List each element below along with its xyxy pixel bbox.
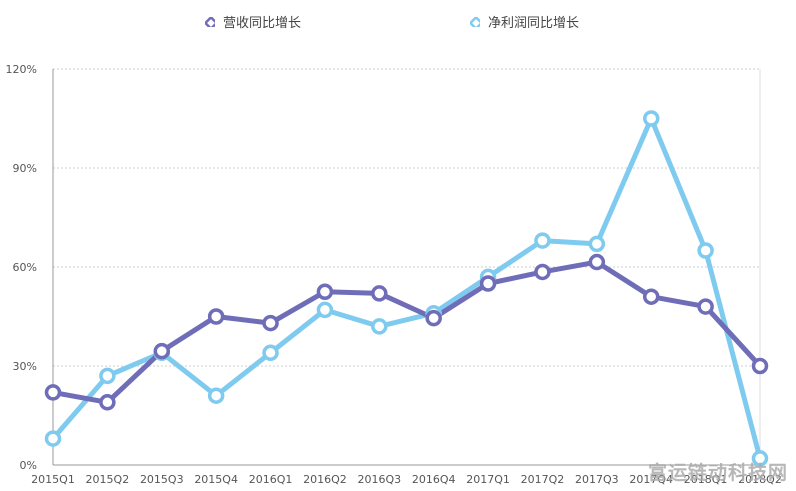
series-line-0 — [50, 259, 763, 405]
x-tick-label: 2016Q3 — [357, 473, 401, 486]
x-tick-label: 2017Q3 — [575, 473, 619, 486]
y-tick-label: 60% — [13, 261, 37, 274]
x-tick-label: 2016Q2 — [303, 473, 347, 486]
series-point-0 — [371, 285, 388, 302]
x-tick-label: 2016Q1 — [249, 473, 293, 486]
x-tick-label: 2017Q1 — [466, 473, 510, 486]
y-tick-label: 120% — [6, 63, 37, 76]
legend-label-net-profit: 净利润同比增长 — [488, 16, 580, 31]
series-point-0 — [697, 298, 714, 315]
series-point-0 — [99, 394, 116, 411]
series-point-1 — [44, 430, 62, 447]
x-tick-label: 2015Q1 — [31, 473, 75, 486]
series-line-1 — [50, 116, 763, 461]
series-point-0 — [534, 263, 551, 281]
x-tick-label: 2018Q1 — [684, 473, 728, 486]
watermark: 富运链动科技网 — [647, 462, 788, 484]
y-tick-label: 0% — [20, 459, 37, 472]
y-tick-label: 90% — [13, 162, 37, 175]
series-point-0 — [425, 309, 442, 327]
series-point-0 — [44, 384, 62, 401]
series-point-0 — [479, 275, 497, 292]
series-point-0 — [642, 288, 660, 305]
series-point-1 — [316, 301, 334, 319]
series-point-0 — [751, 357, 769, 375]
series-point-1 — [99, 367, 116, 385]
legend-item-net-profit[interactable]: 净利润同比增长 — [470, 12, 579, 31]
x-tick-label: 2015Q3 — [140, 473, 184, 486]
series-point-1 — [642, 110, 660, 127]
legend-item-revenue[interactable]: 营收同比增长 — [205, 12, 301, 31]
legend-label-revenue: 营收同比增长 — [223, 16, 302, 31]
series-point-1 — [371, 318, 388, 335]
series-point-1 — [588, 235, 606, 253]
series-point-1 — [207, 387, 225, 404]
x-tick-label: 2015Q2 — [86, 473, 130, 486]
series-point-1 — [697, 242, 714, 259]
series-point-0 — [588, 253, 606, 271]
series-point-0 — [316, 283, 334, 300]
series-point-0 — [153, 342, 171, 360]
legend-marker-net-profit-icon — [470, 16, 480, 27]
series-point-0 — [262, 314, 279, 332]
series-point-1 — [751, 450, 769, 467]
x-tick-label: 2016Q4 — [412, 473, 456, 486]
y-tick-label: 30% — [13, 360, 37, 373]
series-point-0 — [207, 308, 225, 325]
legend: 营收同比增长 净利润同比增长 — [0, 12, 796, 34]
legend-marker-revenue-icon — [205, 16, 215, 27]
series-point-1 — [534, 232, 551, 249]
series-point-1 — [262, 344, 279, 362]
x-tick-label: 2017Q2 — [521, 473, 565, 486]
x-tick-label: 2018Q2 — [738, 473, 782, 486]
x-tick-label: 2015Q4 — [194, 473, 238, 486]
x-tick-label: 2017Q4 — [629, 473, 673, 486]
